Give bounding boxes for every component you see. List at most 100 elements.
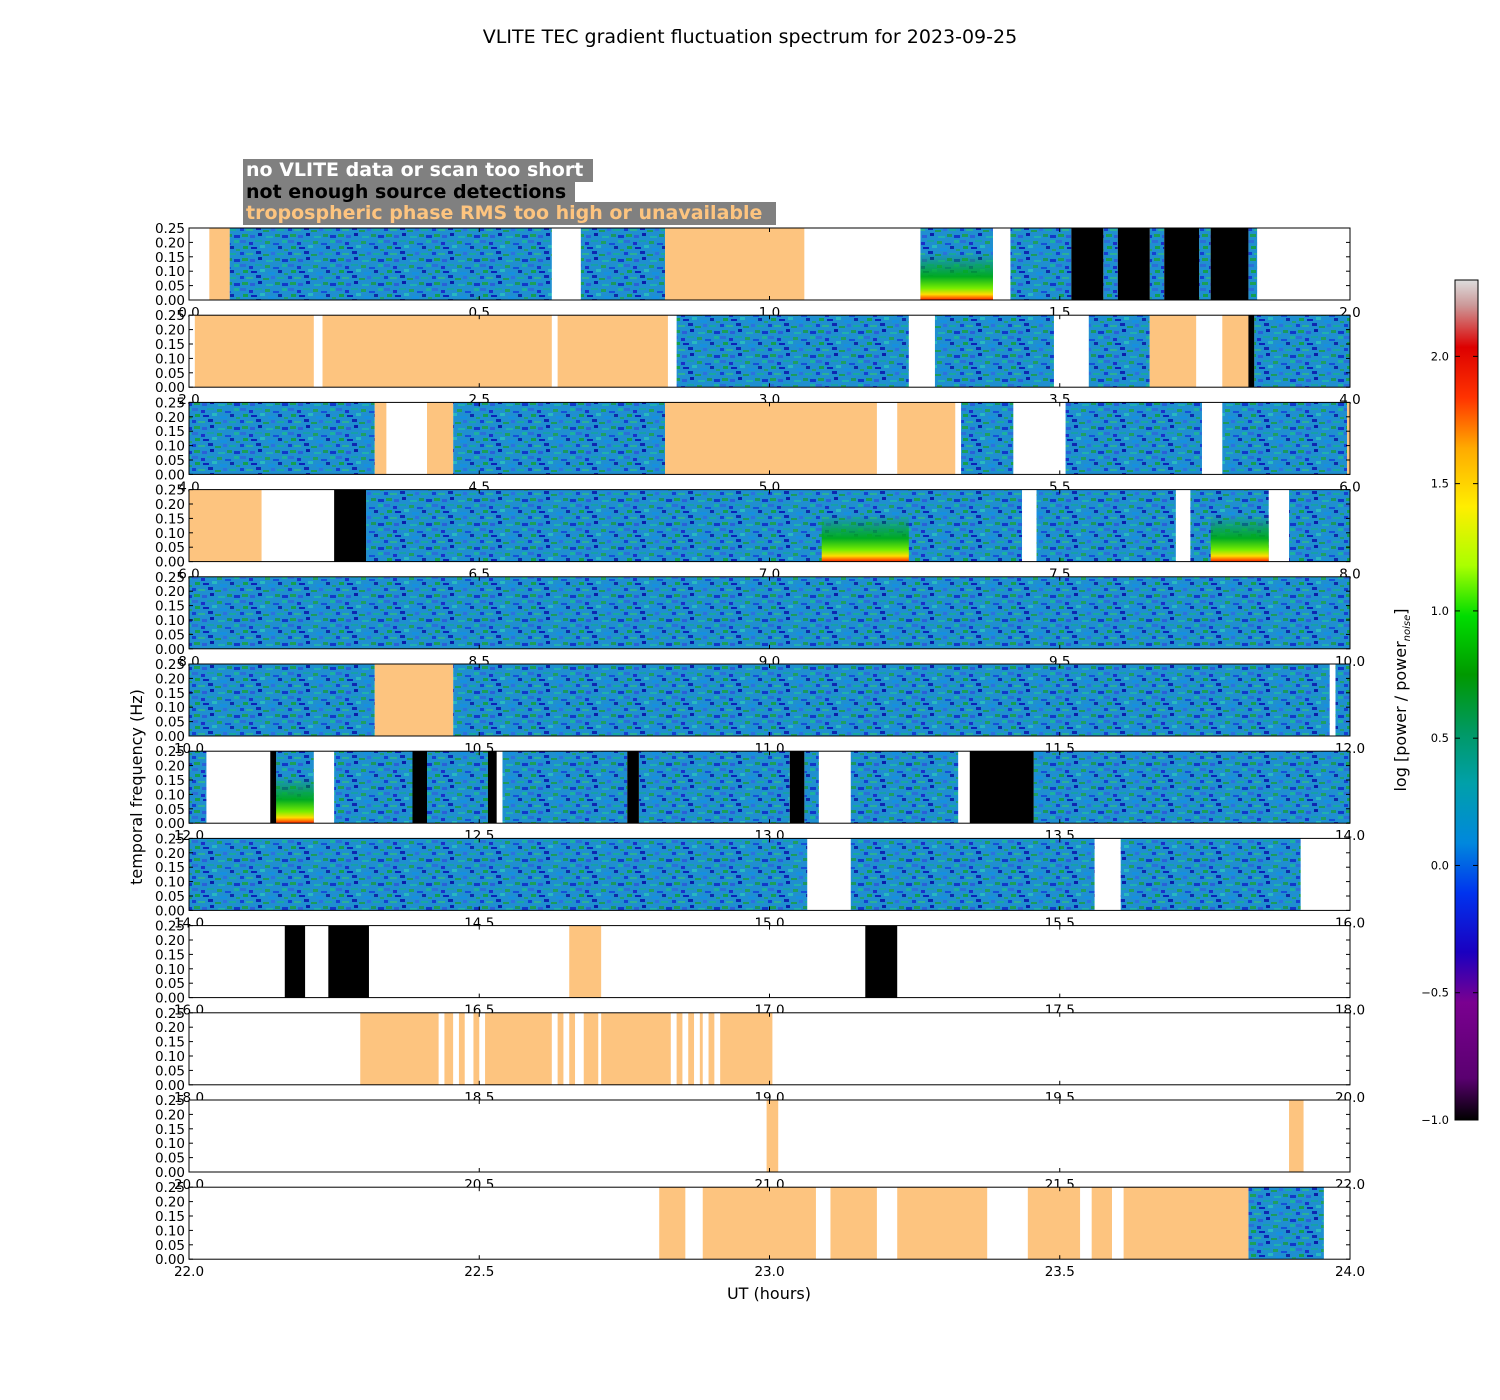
spectrum-segment [1010,228,1072,300]
colorbar-tick-label: 1.5 [1431,477,1449,491]
colorbar-tick-label: 1.0 [1431,604,1449,618]
spectrum-segment [1222,402,1348,475]
colorbar-tick-label: 0.0 [1431,858,1449,872]
y-tick-label: 0.05 [155,976,185,992]
legend-background-2 [243,181,575,203]
spectrum-segment [189,402,375,475]
spectrum-segment [1248,1187,1324,1260]
legend: no VLITE data or scan too short not enou… [243,159,776,225]
detection-flag-block [270,751,277,824]
panel-1: 0.250.200.150.100.050.002.0 2.5 3.0 3.5 4.0 [155,308,1361,408]
y-tick-label: 0.00 [155,903,185,919]
panel-2: 0.250.200.150.100.050.004.0 4.5 5.0 5.5 6.0 [155,395,1361,495]
chart-title: VLITE TEC gradient fluctuation spectrum … [483,26,1017,48]
y-tick-label: 0.05 [155,366,185,382]
y-tick-label: 0.10 [155,1049,185,1065]
y-tick-label: 0.05 [155,1063,185,1079]
legend-label-no-data: no VLITE data or scan too short [246,159,583,181]
tropo-flag-block [702,1187,816,1260]
spectrum-segment [189,576,1350,649]
tropo-flag-block [708,1012,715,1085]
legend-background-1 [243,159,593,182]
detection-flag-block [284,925,306,998]
y-tick-label: 0.10 [155,787,185,803]
y-tick-label: 0.20 [155,846,185,862]
y-tick-label: 0.25 [155,657,185,673]
tropo-flag-block [665,228,805,300]
tropo-flag-block [194,315,314,388]
y-axis-label: temporal frequency (Hz) [127,689,146,885]
colorbar-label-end: ] [1391,608,1410,614]
high-power-region [821,514,909,562]
x-tick-label: 22.0 [174,1264,204,1280]
spectrum-segment [1036,489,1176,562]
y-tick-label: 0.15 [155,947,185,963]
y-tick-label: 0.10 [155,962,185,978]
panel-0: 0.250.200.150.100.050.000.0 0.5 1.0 1.5 2.0 [155,221,1361,321]
tropo-flag-block [485,1012,552,1085]
detection-flag-block [1248,315,1255,388]
panel-4: 0.250.200.150.100.050.008.0 8.5 9.0 9.5 10.0 [155,570,1365,670]
y-tick-label: 0.00 [155,729,185,745]
colorbar-tick-label: −0.5 [1421,986,1449,1000]
y-tick-label: 0.10 [155,526,185,542]
y-tick-label: 0.15 [155,250,185,266]
x-tick-label: 23.0 [754,1264,784,1280]
tropo-flag-block [458,1012,465,1085]
colorbar-label: log [power / powernoise] [1391,608,1413,791]
panel-3: 0.250.200.150.100.050.006.0 6.5 7.0 7.5 8.0 [155,483,1361,583]
y-tick-label: 0.00 [155,1252,185,1268]
colorbar: 2.0 1.5 1.0 0.5 0.0 −0.5 −1.0 log [power / pow… [1391,279,1479,1127]
panels: 0.250.200.150.100.050.000.0 0.5 1.0 1.5 2.00… [155,221,1365,1280]
spectrum-segment [189,838,808,911]
panel-background [189,925,1350,998]
tropo-flag-block [720,1012,773,1085]
tropo-flag-block [688,1012,695,1085]
y-tick-label: 0.20 [155,323,185,339]
detection-flag-block [487,751,497,824]
legend-background-3 [243,202,776,225]
tropo-flag-block [374,664,454,736]
y-tick-label: 0.00 [155,816,185,832]
y-tick-label: 0.05 [155,889,185,905]
y-tick-label: 0.00 [155,1078,185,1094]
tropo-flag-block [659,1187,686,1260]
tropo-flag-block [374,402,387,475]
y-tick-label: 0.05 [155,1151,185,1167]
y-tick-label: 0.15 [155,773,185,789]
y-tick-label: 0.00 [155,467,185,483]
y-tick-label: 0.25 [155,831,185,847]
tropo-flag-block [569,1012,576,1085]
y-tick-label: 0.15 [155,686,185,702]
y-tick-label: 0.10 [155,700,185,716]
y-tick-label: 0.10 [155,1136,185,1152]
tropo-flag-block [322,315,552,388]
tropo-flag-block [830,1187,877,1260]
spectrum-segment [850,838,1095,911]
tropo-flag-block [427,402,454,475]
spectrum-segment [961,402,1014,475]
spectrum-segment [229,228,552,300]
y-tick-label: 0.25 [155,483,185,499]
y-tick-label: 0.25 [155,221,185,237]
detection-flag-block [412,751,428,824]
spectrum-segment [1199,228,1211,300]
y-tick-label: 0.25 [155,1006,185,1022]
detection-flag-block [865,925,898,998]
y-tick-label: 0.20 [155,235,185,251]
x-tick-label: 22.5 [464,1264,494,1280]
y-tick-label: 0.10 [155,1223,185,1239]
y-tick-label: 0.05 [155,1238,185,1254]
detection-flag-block [328,925,369,998]
y-tick-label: 0.20 [155,1107,185,1123]
y-tick-label: 0.25 [155,570,185,586]
spectrum-segment [1103,228,1118,300]
y-tick-label: 0.00 [155,555,185,571]
y-tick-label: 0.25 [155,919,185,935]
tropo-flag-block [583,1012,599,1085]
high-power-region [920,253,993,300]
